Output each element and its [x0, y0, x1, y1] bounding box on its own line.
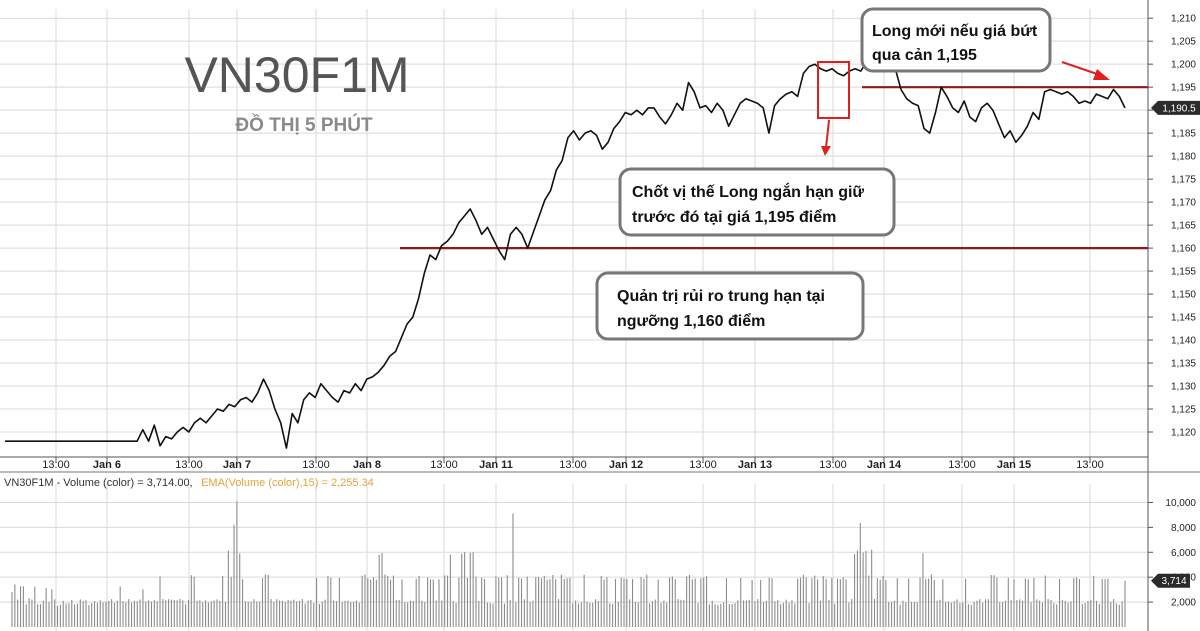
price-tick-label: 1,140 — [1171, 336, 1196, 347]
last-price-badge: 1,190.5 — [1151, 100, 1200, 115]
x-tick-label: Jan 13 — [738, 459, 772, 471]
highlight-box — [817, 61, 850, 119]
last-volume-badge-pointer — [1151, 573, 1158, 588]
x-tick-label: 13:00 — [302, 459, 330, 471]
price-tick-label: 1,125 — [1171, 405, 1196, 416]
note-box-breakout-frame — [860, 7, 1052, 73]
note-box-take-profit-frame — [618, 167, 896, 237]
x-tick-label: 13:00 — [1076, 459, 1104, 471]
note-risk-line1: Quản trị rủi ro trung hạn tại — [617, 288, 825, 305]
last-price-badge-bg — [1158, 100, 1200, 115]
price-tick-label: 1,130 — [1171, 382, 1196, 393]
chart-title: VN30F1M — [184, 47, 409, 103]
x-tick-label: Jan 11 — [479, 459, 513, 471]
price-tick-label: 1,120 — [1171, 428, 1196, 439]
note-box-breakout: Long mới nếu giá bứt qua cản 1,195 — [860, 7, 1052, 73]
last-price-badge-pointer — [1151, 100, 1158, 115]
price-tick-label: 1,170 — [1171, 198, 1196, 209]
volume-tick-label: 10,000 — [1165, 498, 1196, 509]
volume-legend: VN30F1M - Volume (color) = 3,714.00, EMA… — [4, 473, 374, 490]
down-arrow-shaft — [825, 119, 830, 149]
price-grid — [0, 9, 1148, 457]
volume-tick-label: 8,000 — [1171, 523, 1196, 534]
price-line — [5, 58, 1126, 449]
down-arrow-head — [821, 146, 831, 156]
price-tick-label: 1,165 — [1171, 221, 1196, 232]
right-arrow-shaft — [1061, 61, 1101, 76]
price-tick-label: 1,185 — [1171, 129, 1196, 140]
price-tick-label: 1,175 — [1171, 175, 1196, 186]
note-box-risk: Quản trị rủi ro trung hạn tại ngưỡng 1,1… — [595, 271, 865, 341]
x-tick-label: 13:00 — [819, 459, 847, 471]
x-tick-label: Jan 14 — [867, 459, 902, 471]
price-tick-label: 1,150 — [1171, 290, 1196, 301]
x-tick-label: 13:00 — [689, 459, 717, 471]
price-tick-label: 1,135 — [1171, 359, 1196, 370]
price-tick-label: 1,205 — [1171, 37, 1196, 48]
x-tick-label: Jan 8 — [353, 459, 381, 471]
x-tick-label: 13:00 — [175, 459, 203, 471]
last-volume-badge: 3,714 — [1151, 573, 1190, 588]
volume-label: VN30F1M - Volume (color) = 3,714.00, — [4, 477, 193, 489]
price-tick-label: 1,180 — [1171, 152, 1196, 163]
last-volume-badge-bg — [1158, 573, 1190, 588]
x-tick-label: 13:00 — [948, 459, 976, 471]
x-tick-label: Jan 7 — [223, 459, 251, 471]
volume-bars — [11, 501, 1126, 627]
x-tick-label: Jan 12 — [609, 459, 643, 471]
x-tick-label: 13:00 — [430, 459, 458, 471]
x-tick-label: 13:00 — [559, 459, 587, 471]
last-volume-badge-label: 3,714 — [1161, 576, 1186, 587]
last-price-badge-label: 1,190.5 — [1162, 103, 1196, 114]
right-arrow-head — [1093, 69, 1110, 80]
x-tick-label: 13:00 — [42, 459, 70, 471]
price-tick-label: 1,145 — [1171, 313, 1196, 324]
note-breakout-line2: qua cản 1,195 — [872, 47, 977, 64]
price-tick-label: 1,155 — [1171, 267, 1196, 278]
price-tick-label: 1,160 — [1171, 244, 1196, 255]
note-box-risk-frame — [595, 271, 865, 341]
x-tick-label: Jan 15 — [997, 459, 1031, 471]
note-box-take-profit: Chốt vị thế Long ngắn hạn giữ trước đó t… — [618, 167, 896, 237]
note-breakout-line1: Long mới nếu giá bứt — [872, 23, 1038, 40]
volume-tick-label: 6,000 — [1171, 548, 1196, 559]
price-tick-label: 1,200 — [1171, 60, 1196, 71]
note-take-profit-line1: Chốt vị thế Long ngắn hạn giữ — [632, 182, 864, 201]
x-axis-ticks: 13:00 Jan 6 13:00 Jan 7 13:00 Jan 8 13:00 Jan 1… — [42, 457, 1104, 471]
x-tick-label: Jan 6 — [93, 459, 121, 471]
note-risk-line2: ngưỡng 1,160 điểm — [617, 312, 765, 330]
price-series — [5, 58, 1126, 449]
price-levels — [400, 86, 1148, 250]
price-tick-label: 1,195 — [1171, 83, 1196, 94]
price-tick-label: 1,210 — [1171, 14, 1196, 25]
note-take-profit-line2: trước đó tại giá 1,195 điểm — [632, 208, 836, 226]
ema-label: EMA(Volume (color),15) = 2,255.34 — [201, 477, 374, 489]
volume-tick-label: 2,000 — [1171, 598, 1196, 609]
chart-subtitle: ĐỒ THỊ 5 PHÚT — [235, 114, 373, 136]
